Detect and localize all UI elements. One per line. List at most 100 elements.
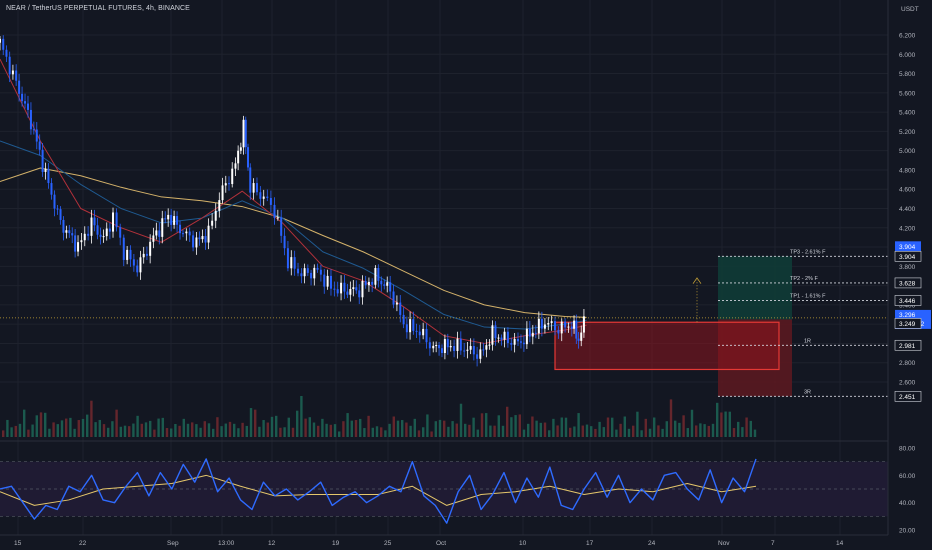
candle-body [155, 230, 158, 236]
volume-bar [338, 431, 341, 437]
candle-body [377, 267, 380, 281]
candle-body [340, 282, 343, 294]
volume-bar [611, 417, 614, 437]
volume-bar [569, 427, 572, 437]
candle-body [62, 219, 65, 233]
candle-body [352, 287, 355, 290]
candle-body [56, 208, 59, 210]
candle-body [364, 280, 367, 286]
price-tick-label: 4.200 [899, 225, 916, 232]
sma-yellow-line [0, 167, 587, 318]
volume-bar [153, 429, 156, 437]
candle-body [453, 346, 456, 352]
candle-body [517, 338, 519, 342]
candle-body [214, 210, 217, 221]
volume-bar [753, 429, 757, 437]
volume-bar [602, 427, 605, 437]
candle-body [158, 230, 161, 237]
candle-body [2, 38, 5, 50]
candle-body [15, 70, 18, 81]
tp3-tag-bg [895, 241, 921, 252]
volume-bar [325, 423, 328, 437]
time-tick-label: 15 [14, 540, 22, 547]
candle-body [74, 235, 77, 252]
volume-bar [669, 399, 673, 437]
volume-bar [711, 423, 715, 437]
candle-body [170, 214, 173, 225]
volume-bar [577, 413, 580, 437]
candle-body [218, 200, 221, 211]
price-tick-label: 4.800 [899, 167, 916, 174]
candle-body [488, 344, 491, 346]
volume-bar [678, 422, 681, 437]
candle-body [80, 240, 83, 243]
candle-body [497, 337, 500, 339]
time-tick-label: 12 [268, 540, 276, 547]
price-tick-label: 2.600 [899, 380, 916, 387]
candle-body [176, 216, 179, 225]
volume-bar [224, 423, 227, 437]
candle-body [383, 284, 386, 286]
volume-bar [590, 426, 593, 437]
candle-body [567, 326, 570, 328]
volume-bar [455, 423, 458, 437]
time-axis-bg [0, 535, 932, 550]
volume-bar [107, 427, 110, 437]
candle-body [469, 346, 472, 350]
candle-body [313, 267, 316, 279]
volume-bar [27, 429, 30, 437]
candle-body [266, 196, 269, 198]
volume-bar [6, 419, 9, 437]
volume-bar [300, 395, 303, 437]
volume-bar [262, 420, 265, 437]
candle-body [65, 230, 68, 233]
candle-body [224, 183, 227, 186]
candle-body [5, 49, 8, 57]
candle-body [87, 233, 90, 236]
candle-body [323, 274, 326, 287]
volume-bar [489, 425, 492, 437]
volume-bar [115, 409, 118, 437]
volume-bar [480, 413, 484, 437]
price-tick-label: 5.600 [899, 90, 916, 97]
volume-bar [401, 420, 404, 437]
candle-body [432, 345, 435, 349]
volume-bar [527, 423, 530, 437]
volume-bar [195, 424, 198, 437]
candle-body [192, 235, 195, 248]
candle-body [355, 287, 358, 291]
candle-body [479, 349, 482, 359]
volume-bar [90, 400, 93, 437]
candle-body [269, 197, 272, 205]
volume-bar [468, 424, 471, 437]
volume-bar [497, 415, 500, 437]
volume-bar [434, 421, 437, 437]
volume-bar [682, 415, 685, 437]
candle-body [259, 192, 262, 199]
volume-bar [627, 428, 631, 437]
candle-body [349, 289, 352, 295]
candle-body [503, 331, 506, 340]
volume-bar [443, 420, 446, 437]
candle-body [108, 228, 111, 232]
volume-bar [451, 421, 454, 437]
candle-body [543, 324, 546, 329]
candle-body [173, 216, 176, 225]
time-tick-label: 7 [771, 540, 775, 547]
volume-bar [657, 425, 660, 437]
volume-bar [737, 421, 740, 437]
tp3-tag-2: 3.904 [899, 254, 916, 261]
volume-bar [199, 427, 202, 437]
candle-body [367, 281, 370, 286]
volume-bar [531, 416, 534, 437]
volume-bar [405, 422, 408, 437]
candle-body [11, 70, 14, 75]
volume-bar [539, 422, 542, 437]
candle-body [316, 267, 319, 270]
volume-bar [191, 422, 194, 437]
volume-bar [56, 424, 59, 437]
volume-bar [535, 420, 538, 437]
r3-tag-bg [894, 391, 922, 402]
time-tick-label: Oct [436, 540, 446, 547]
